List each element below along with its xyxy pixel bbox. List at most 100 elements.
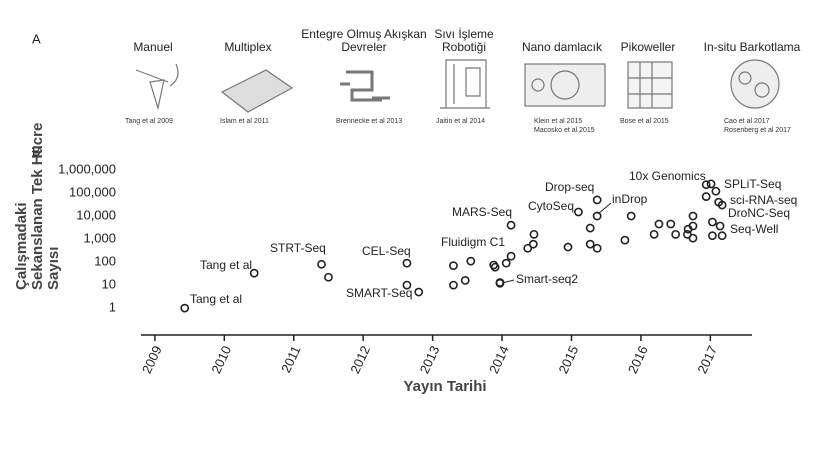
point: [715, 221, 725, 231]
point: [501, 258, 511, 268]
method-name: Robotiği: [442, 40, 486, 54]
x-tick-label: 2014: [486, 343, 512, 376]
point: [506, 251, 516, 261]
leader: [501, 279, 515, 284]
point: [688, 211, 698, 221]
annotation: SPLiT-Seq: [724, 177, 781, 191]
citation: Klein et al 2015: [534, 118, 582, 125]
point: [449, 280, 458, 290]
y-tick-label: 1,000,000: [58, 161, 116, 176]
point: [620, 235, 630, 245]
method-name: Pikoweller: [621, 40, 676, 54]
panel-label: B: [32, 143, 41, 158]
citation: Bose et al 2015: [620, 118, 669, 125]
annotation: CEL-Seq: [362, 244, 411, 258]
x-tick-label: 2017: [694, 343, 720, 376]
annotation: sci-RNA-seq: [730, 193, 797, 207]
citation: Jaitin et al 2014: [436, 118, 485, 125]
panel-label: A: [32, 31, 41, 46]
x-tick-label: 2013: [417, 343, 443, 376]
point: [666, 219, 676, 229]
point: [626, 211, 636, 221]
annotation: MARS-Seq: [452, 205, 512, 219]
y-tick-label: 100: [94, 254, 116, 269]
y-axis-title-line: Sekanslanan Tek Hücre: [29, 123, 46, 290]
point: [414, 287, 424, 297]
x-axis-title: Yayın Tarihi: [403, 378, 486, 395]
point: [523, 243, 533, 253]
point: [706, 179, 716, 189]
point: [585, 239, 595, 249]
method-name: Multiplex: [224, 40, 271, 54]
annotation: CytoSeq: [528, 199, 574, 213]
point: [563, 242, 573, 252]
citation: Brennecke et al 2013: [336, 118, 402, 125]
method-name: In-situ Barkotlama: [704, 40, 801, 54]
x-tick-label: 2009: [139, 343, 165, 376]
y-tick-label: 100,000: [69, 184, 116, 199]
y-tick-label: 1: [109, 300, 116, 315]
point: [449, 261, 458, 271]
y-tick-label: 10: [102, 277, 116, 292]
point: [490, 262, 500, 272]
point: [688, 221, 698, 231]
point: [708, 231, 717, 241]
point: [592, 195, 602, 205]
y-tick-label: 10,000: [76, 207, 116, 222]
citation: Tang et al 2009: [125, 118, 173, 125]
annotation: 10x Genomics: [629, 169, 706, 183]
annotation: Smart-seq2: [516, 272, 578, 286]
point: [402, 258, 412, 268]
method-name: Nano damlacık: [522, 40, 603, 54]
citation: Islam et al 2011: [220, 118, 269, 125]
y-axis-title: Çalışmadaki Sekanslanan Tek Hücre Sayısı: [13, 123, 62, 290]
point: [402, 280, 412, 290]
point: [495, 278, 505, 288]
point: [717, 231, 727, 241]
x-tick-label: 2011: [278, 343, 303, 375]
point: [592, 211, 602, 221]
annotation: inDrop: [612, 192, 648, 206]
point: [324, 272, 333, 282]
point: [701, 192, 711, 201]
annotation: STRT-Seq: [270, 241, 326, 255]
annotation: Fluidigm C1: [441, 235, 505, 249]
annotation: Tang et al: [200, 258, 252, 272]
point: [688, 233, 698, 243]
y-tick-label: 1,000: [83, 230, 116, 245]
citation: Macosko et al 2015: [534, 127, 595, 134]
leader: [597, 202, 612, 215]
annotation: Tang et al: [190, 292, 242, 306]
point: [574, 207, 583, 217]
x-tick-label: 2012: [347, 343, 373, 376]
annotation: SMART-Seq: [346, 286, 412, 300]
point: [671, 229, 681, 239]
method-name: Sıvı İşleme: [434, 27, 494, 41]
citation: Cao et al 2017: [724, 118, 770, 125]
illustrations: [135, 59, 780, 113]
point: [701, 180, 711, 190]
y-axis-title-line: Sayısı: [45, 247, 62, 290]
point: [528, 239, 538, 249]
point: [529, 229, 539, 239]
annotation: Seq-Well: [730, 222, 778, 236]
x-tick-label: 2016: [625, 343, 651, 376]
method-name: Manuel: [133, 40, 172, 54]
point: [466, 256, 476, 266]
point: [708, 217, 717, 227]
point: [249, 268, 259, 278]
point: [585, 223, 595, 233]
point: [317, 259, 326, 269]
point: [180, 303, 190, 313]
annotation: DroNC-Seq: [728, 206, 790, 220]
point: [717, 200, 727, 210]
point: [649, 229, 659, 239]
annotation: Drop-seq: [545, 180, 594, 194]
y-axis-title-line: Çalışmadaki: [13, 202, 30, 290]
x-tick-label: 2015: [555, 343, 581, 376]
method-name: Devreler: [341, 40, 386, 54]
point: [592, 243, 602, 253]
point: [711, 186, 721, 196]
point: [460, 276, 470, 285]
